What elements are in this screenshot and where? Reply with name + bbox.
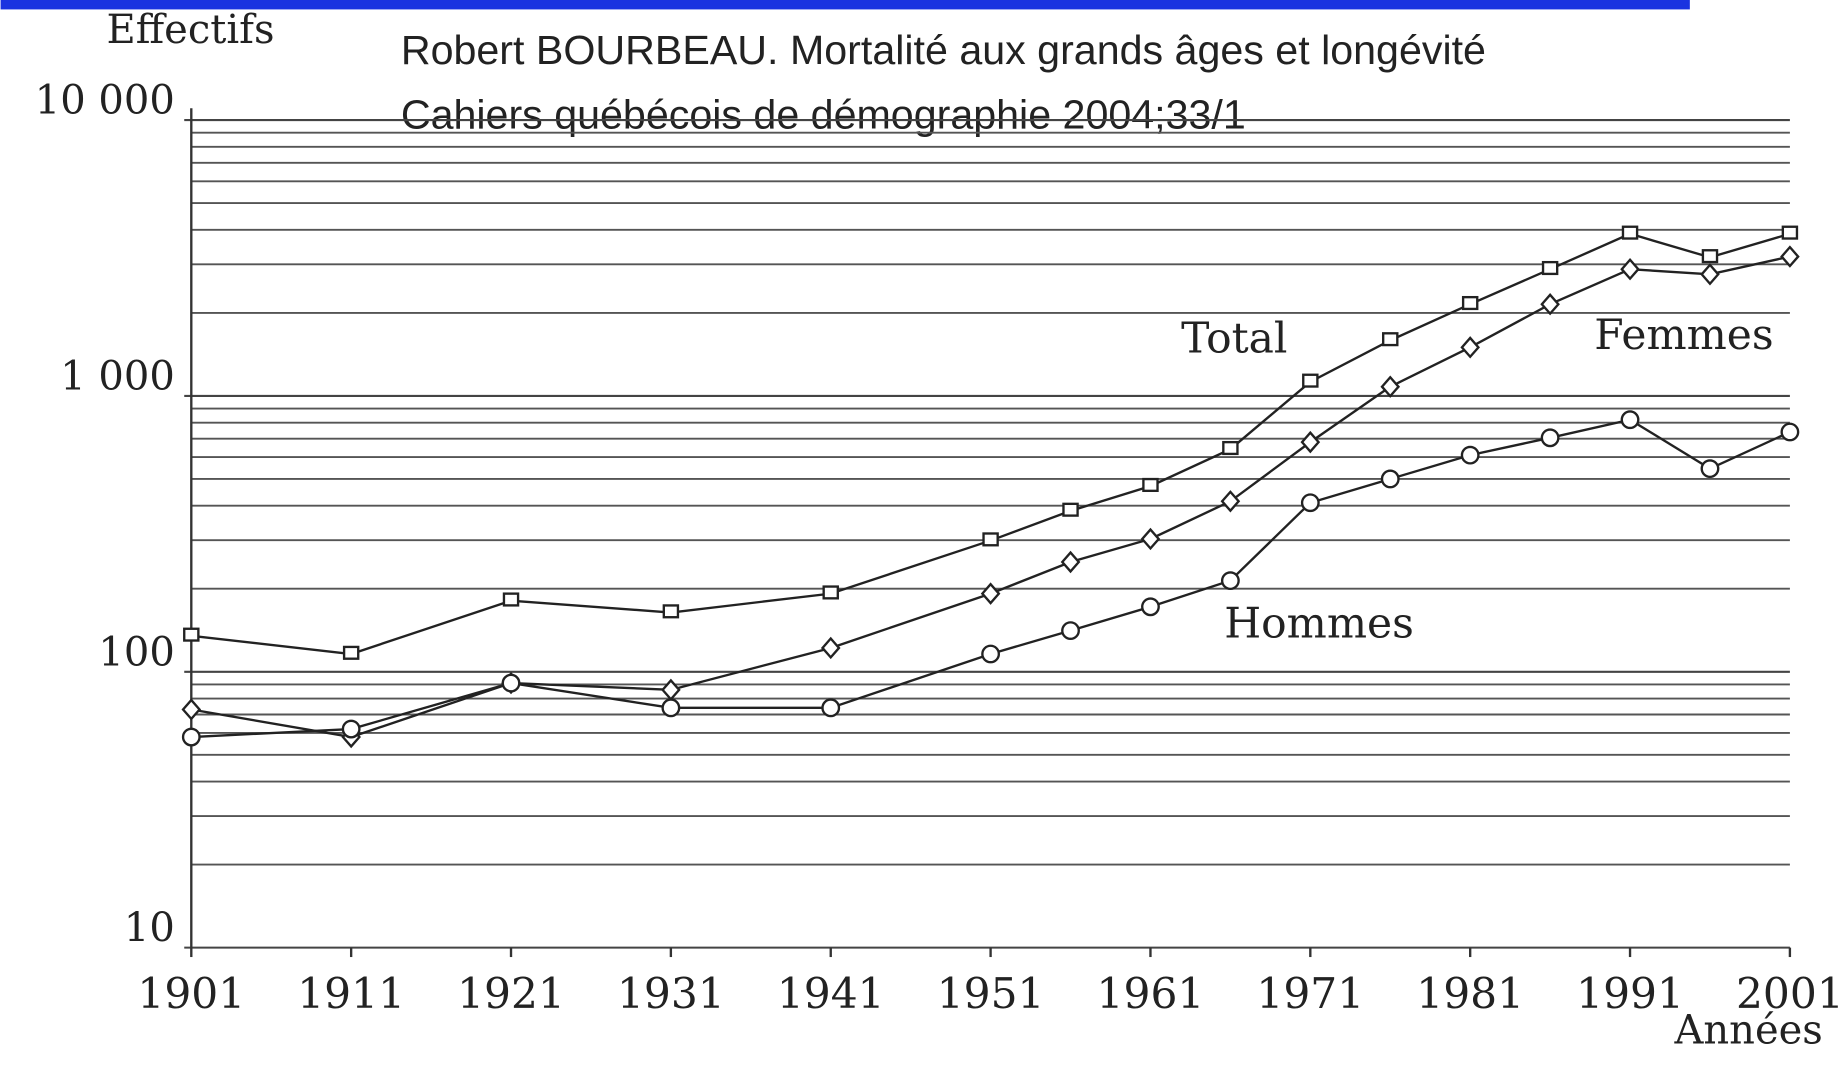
series-line: [191, 418, 1791, 739]
marker: [821, 698, 841, 718]
y-tick-label: 1 000: [60, 353, 175, 399]
marker: [981, 644, 1001, 664]
marker: [1222, 440, 1239, 456]
marker: [1061, 621, 1080, 641]
marker: [1700, 263, 1720, 286]
marker: [1062, 502, 1079, 517]
x-tick-label: 1941: [777, 969, 885, 1018]
x-tick-label: 1961: [1097, 969, 1205, 1018]
x-axis-label: Années: [1674, 1008, 1823, 1054]
marker: [1300, 493, 1320, 513]
marker: [820, 636, 841, 660]
top-bar: [0, 0, 1690, 10]
y-tick-label: 10 000: [35, 78, 175, 124]
marker: [1380, 375, 1401, 398]
marker: [1461, 295, 1479, 311]
marker: [502, 592, 520, 607]
x-tick-label: 1981: [1416, 969, 1524, 1018]
y-tick-label: 10: [124, 905, 175, 951]
marker: [1142, 477, 1159, 493]
marker: [822, 585, 839, 600]
marker: [1220, 490, 1241, 513]
marker: [1781, 225, 1799, 240]
marker: [1780, 245, 1800, 268]
marker: [501, 673, 521, 693]
x-tick-label: 2001: [1736, 969, 1844, 1018]
marker: [1300, 430, 1321, 454]
series-line: [191, 232, 1791, 656]
marker: [1540, 293, 1560, 316]
marker: [1380, 469, 1400, 489]
x-tick-label: 1911: [297, 969, 405, 1018]
marker: [181, 727, 201, 747]
marker: [1140, 527, 1161, 551]
x-tick-label: 1921: [457, 969, 565, 1018]
marker: [1382, 332, 1399, 347]
marker: [341, 719, 361, 739]
y-tick-label: 100: [98, 629, 174, 675]
marker: [980, 582, 1001, 605]
marker: [661, 698, 681, 718]
marker: [1780, 422, 1800, 442]
marker: [1700, 459, 1720, 479]
x-tick-label: 1901: [137, 969, 245, 1018]
marker: [183, 627, 200, 642]
marker: [1540, 428, 1560, 448]
y-axis-label: Effectifs: [107, 7, 275, 53]
marker: [1141, 597, 1160, 617]
marker: [1620, 410, 1640, 430]
marker: [1460, 336, 1480, 359]
marker: [1701, 249, 1719, 264]
marker: [982, 532, 999, 547]
series-line: [191, 255, 1791, 739]
series-label: Femmes: [1594, 310, 1773, 359]
x-tick-label: 1951: [937, 969, 1045, 1018]
series-label: Total: [1181, 313, 1287, 362]
x-tick-label: 1931: [617, 969, 725, 1018]
marker: [1220, 571, 1240, 591]
marker: [1541, 260, 1559, 276]
x-tick-label: 1971: [1256, 969, 1364, 1018]
marker: [1460, 445, 1480, 465]
marker: [1060, 550, 1081, 574]
marker: [662, 604, 680, 619]
marker: [181, 698, 202, 721]
series-label: Hommes: [1224, 598, 1414, 647]
marker: [1621, 225, 1639, 240]
marker: [342, 645, 360, 660]
source-line: Cahiers québécois de démographie 2004;33…: [401, 92, 1246, 138]
marker: [661, 678, 681, 702]
source-line: Robert BOURBEAU. Mortalité aux grands âg…: [401, 27, 1486, 73]
x-tick-label: 1991: [1576, 969, 1684, 1018]
marker: [1302, 373, 1319, 388]
marker: [1620, 257, 1640, 281]
